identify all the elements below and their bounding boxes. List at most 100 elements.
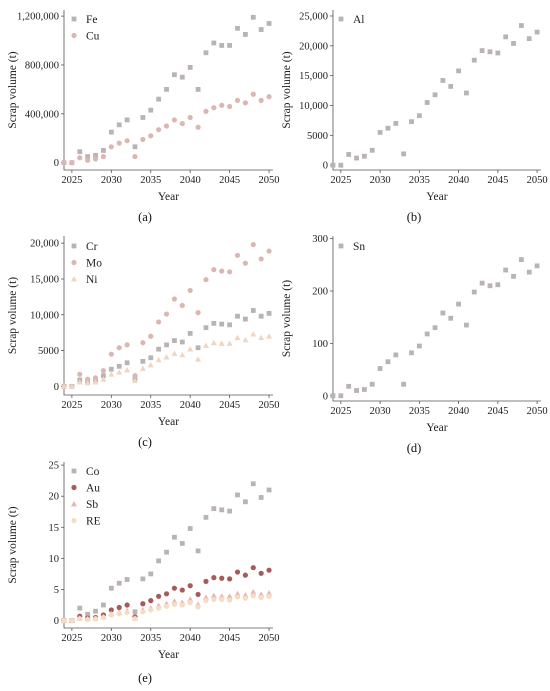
data-point [210, 339, 217, 346]
data-point [416, 343, 422, 349]
data-point [242, 32, 248, 37]
legend-marker [71, 259, 77, 266]
data-point [100, 376, 107, 382]
data-point [250, 241, 256, 248]
data-point [369, 147, 375, 153]
legend-label: Cu [86, 31, 100, 43]
x-tick-label: 2045 [219, 400, 240, 411]
data-point [219, 507, 225, 513]
data-point [195, 356, 202, 362]
x-tick-label: 2045 [219, 633, 240, 644]
x-tick-label: 2050 [527, 406, 548, 417]
y-tick-label: 0 [54, 382, 59, 393]
data-point [172, 72, 177, 78]
data-point [258, 495, 264, 500]
series-Cu [61, 91, 272, 166]
data-point [227, 103, 233, 110]
data-point [471, 289, 477, 295]
data-point [526, 36, 532, 42]
x-tick-label: 2030 [101, 175, 122, 186]
data-point [148, 571, 154, 577]
data-point [116, 122, 122, 128]
data-point [100, 368, 107, 374]
x-tick-label: 2035 [409, 175, 430, 186]
data-point [242, 595, 248, 601]
data-point [210, 592, 217, 599]
data-point [61, 160, 67, 166]
legend-marker [71, 484, 77, 491]
data-point [234, 594, 241, 600]
y-tick-label: 10,000 [299, 101, 328, 112]
data-point [124, 577, 130, 582]
data-point [77, 605, 83, 611]
data-point [330, 162, 336, 168]
data-point [266, 333, 273, 339]
data-point [61, 383, 67, 389]
data-point [171, 601, 178, 607]
panel-label: (e) [138, 671, 152, 685]
legend-marker [71, 16, 77, 22]
data-point [242, 336, 249, 343]
data-point [440, 78, 446, 83]
data-point [235, 25, 240, 31]
data-point [401, 151, 407, 157]
data-point [227, 269, 233, 275]
panel-4: 0 100 200 300 2025 2030 2035 2040 2045 2050 Year Sc… [281, 234, 548, 455]
y-tick-label: 15,000 [299, 71, 328, 82]
data-point [242, 499, 248, 505]
y-axis-title: Scrap volume (t) [281, 280, 293, 357]
x-tick-label: 2050 [259, 633, 280, 644]
y-tick-label: 0 [54, 616, 59, 627]
data-point [132, 144, 138, 150]
legend-marker [71, 468, 77, 474]
data-point [250, 308, 256, 313]
data-point [187, 583, 193, 589]
x-tick-label: 2035 [140, 633, 161, 644]
data-point [101, 373, 106, 379]
series-Sn [330, 257, 540, 399]
data-point [140, 609, 146, 615]
legend-label: Ni [86, 274, 98, 286]
data-point [156, 346, 162, 352]
series-Co [61, 481, 272, 623]
data-point [132, 609, 138, 615]
data-point [171, 296, 178, 302]
data-point [432, 325, 438, 331]
data-point [92, 616, 99, 622]
x-tick-label: 2030 [101, 633, 122, 644]
y-axis-title: Scrap volume (t) [281, 51, 293, 128]
data-point [258, 570, 264, 576]
data-point [195, 86, 201, 92]
data-point [227, 43, 233, 48]
data-point [235, 492, 240, 498]
x-axis-title: Year [426, 191, 447, 203]
data-point [132, 153, 138, 160]
data-point [187, 287, 193, 294]
data-point [440, 310, 446, 316]
panel-2: 0 5000 10,000 15,000 20,000 25,000 2025 2030 203… [281, 10, 548, 224]
x-tick-label: 2040 [180, 400, 201, 411]
data-point [424, 331, 430, 337]
x-tick-label: 2030 [370, 175, 391, 186]
x-tick-label: 2040 [180, 175, 201, 186]
data-point [179, 120, 185, 127]
y-tick-label: 5000 [307, 131, 328, 142]
data-point [140, 340, 146, 346]
data-point [171, 117, 178, 123]
data-point [147, 361, 154, 368]
x-tick-label: 2025 [330, 175, 351, 186]
data-point [179, 302, 185, 309]
data-point [479, 48, 485, 53]
panel-label: (b) [407, 210, 422, 224]
data-point [156, 127, 162, 133]
data-point [330, 393, 336, 399]
data-point [203, 514, 209, 520]
data-point [203, 578, 209, 584]
data-point [534, 29, 540, 35]
y-tick-label: 20,000 [30, 239, 59, 250]
data-point [250, 481, 256, 487]
data-point [61, 617, 67, 624]
data-point [69, 160, 75, 166]
data-point [156, 593, 162, 599]
data-point [85, 376, 91, 382]
